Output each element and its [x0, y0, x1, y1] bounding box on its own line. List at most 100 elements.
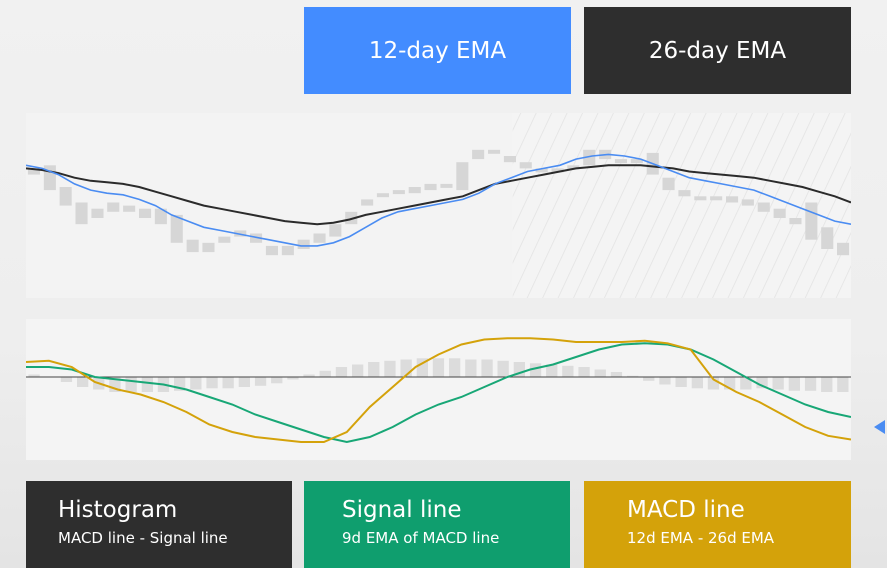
ema-12-line — [26, 153, 851, 247]
histogram-bar — [335, 367, 348, 377]
histogram-bar — [141, 377, 153, 392]
histogram-bar — [788, 377, 800, 391]
price-candle — [202, 242, 215, 253]
histogram-bar — [643, 377, 655, 381]
legend-signal-subtitle: 9d EMA of MACD line — [342, 529, 500, 547]
price-candle — [218, 236, 231, 243]
histogram-bar — [449, 358, 461, 378]
histogram-bar — [465, 359, 477, 377]
price-candle — [59, 187, 72, 206]
price-candle — [678, 190, 691, 197]
price-candle — [440, 183, 453, 188]
legend-12-day-ema: 12-day EMA — [304, 7, 571, 94]
histogram-bar — [303, 374, 315, 377]
price-candle — [424, 183, 437, 191]
pointer-arrow-icon — [874, 420, 885, 434]
histogram-bar — [481, 359, 493, 377]
price-candle — [107, 202, 120, 212]
histogram-bar — [627, 375, 639, 378]
histogram-bar — [238, 377, 250, 387]
price-candle — [757, 202, 770, 212]
price-candle — [392, 190, 405, 195]
price-candle — [250, 233, 263, 243]
histogram-bar — [352, 364, 364, 377]
signal-line — [26, 342, 851, 444]
histogram-bar — [319, 370, 331, 378]
histogram-bar — [190, 377, 202, 390]
price-candle — [805, 202, 818, 240]
price-candle — [741, 199, 754, 206]
price-chart — [26, 113, 851, 298]
histogram-bar — [707, 377, 720, 390]
legend-histogram-subtitle: MACD line - Signal line — [58, 529, 228, 547]
histogram-bar — [756, 377, 768, 389]
price-candle — [281, 245, 294, 256]
histogram-bar — [368, 362, 380, 377]
histogram-bar — [740, 377, 752, 390]
legend-26-day-ema-label: 26-day EMA — [648, 37, 787, 64]
price-candle — [123, 205, 136, 212]
price-candle — [329, 224, 342, 237]
histogram-bar — [254, 377, 267, 386]
histogram-bar — [772, 377, 784, 390]
price-candle — [361, 199, 374, 206]
price-candle — [376, 193, 389, 198]
histogram-bar — [562, 365, 574, 377]
price-candle — [567, 165, 580, 170]
legend-macd-title: MACD line — [627, 497, 745, 523]
price-candle — [614, 159, 627, 164]
legend-12-day-ema-label: 12-day EMA — [368, 37, 507, 64]
histogram-bar — [384, 360, 396, 378]
legend-histogram: Histogram MACD line - Signal line — [26, 481, 292, 568]
legend-macd-subtitle: 12d EMA - 26d EMA — [627, 529, 775, 547]
price-candle — [519, 162, 532, 169]
histogram-bar — [206, 377, 218, 389]
histogram-bar — [432, 358, 445, 378]
price-candle — [297, 239, 310, 249]
price-candle — [583, 149, 596, 166]
histogram-bar — [416, 358, 428, 378]
histogram-bar — [675, 377, 687, 387]
price-candle — [773, 208, 786, 218]
histogram-bar — [578, 367, 590, 377]
histogram-bar — [594, 369, 606, 377]
price-candle — [837, 242, 850, 256]
price-candle — [662, 177, 675, 191]
histogram-bar — [546, 364, 558, 377]
price-candle — [503, 156, 516, 163]
price-candle — [630, 159, 643, 164]
histogram-bar — [804, 377, 817, 391]
histogram-bar — [400, 359, 412, 377]
histogram-bar — [659, 377, 671, 385]
histogram-bar — [287, 377, 299, 380]
price-candle — [27, 168, 40, 175]
price-candle — [91, 208, 104, 218]
price-candle — [694, 196, 707, 201]
price-candle — [710, 196, 723, 201]
histogram-bar — [109, 377, 121, 392]
histogram-bar — [271, 377, 283, 384]
price-candle — [488, 149, 501, 154]
price-candle — [139, 208, 152, 218]
price-candle — [789, 218, 802, 225]
forecast-hatched-region — [512, 113, 851, 298]
histogram-bar — [513, 362, 525, 377]
price-candle — [535, 168, 548, 173]
price-candle — [726, 196, 739, 203]
ema-26-line — [26, 164, 851, 226]
histogram-bar — [174, 377, 186, 391]
histogram-bar — [837, 377, 849, 392]
histogram-bar — [691, 377, 703, 389]
price-candle — [75, 202, 88, 225]
price-candle — [408, 187, 421, 194]
price-candles — [27, 149, 850, 256]
price-candle — [186, 239, 199, 253]
legend-signal-title: Signal line — [342, 497, 462, 523]
price-candle — [821, 227, 834, 249]
price-candle — [170, 214, 183, 243]
macd-histogram — [28, 358, 849, 392]
price-candle — [472, 149, 485, 160]
legend-26-day-ema: 26-day EMA — [584, 7, 851, 94]
legend-histogram-title: Histogram — [58, 497, 178, 523]
price-candle — [154, 208, 167, 225]
